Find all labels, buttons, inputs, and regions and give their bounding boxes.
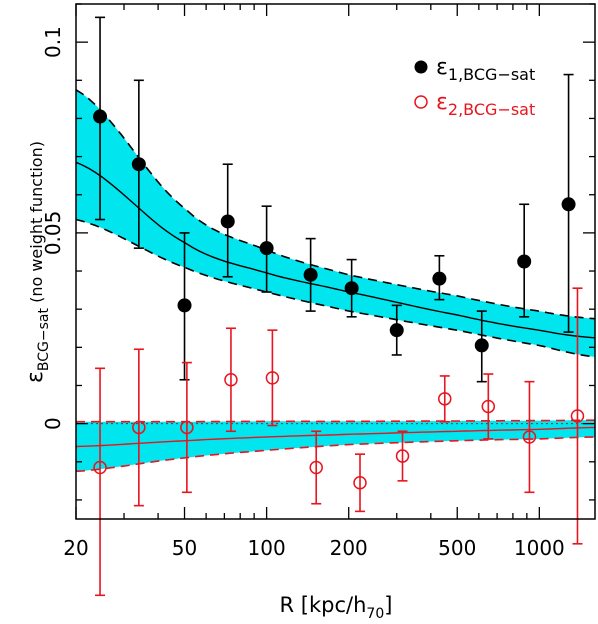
point-series-1-0 bbox=[93, 109, 108, 124]
x-axis-ticks: 20 50 100 200 500 1000 bbox=[63, 4, 565, 560]
fit-2-band bbox=[76, 420, 595, 472]
point-series-1-6 bbox=[344, 281, 359, 296]
legend-label-series-2-main: ε bbox=[436, 90, 448, 115]
y-axis-title-end: (no weight function) bbox=[27, 141, 46, 308]
point-series-1-7 bbox=[389, 323, 404, 338]
legend-marker-series-2 bbox=[414, 95, 428, 109]
error-bar-series-2-5 bbox=[311, 430, 322, 505]
error-bar-series-2-10 bbox=[524, 380, 535, 494]
y-axis-title-sub: BCG−sat bbox=[36, 307, 52, 371]
point-series-1-10 bbox=[517, 254, 532, 269]
x-tick-label: 50 bbox=[172, 536, 197, 560]
x-axis-title: R [kpc/h70] bbox=[280, 593, 393, 622]
point-series-2-10 bbox=[522, 430, 537, 444]
y-axis-title-main: ε bbox=[23, 371, 48, 383]
point-series-1-1 bbox=[131, 157, 146, 172]
error-bar-series-2-6 bbox=[355, 453, 366, 513]
error-bar-series-2-9 bbox=[483, 373, 494, 440]
point-series-2-2 bbox=[180, 420, 194, 435]
error-bar-series-2-0 bbox=[95, 367, 106, 597]
point-series-2-6 bbox=[353, 476, 367, 490]
legend-label-series-1: ε1,BCG−sat bbox=[436, 55, 535, 84]
point-series-2-7 bbox=[395, 449, 410, 463]
fit-1-curve bbox=[75, 161, 596, 339]
y-axis-title: εBCG−sat (no weight function) bbox=[23, 141, 52, 383]
fit-2-lower-bound bbox=[75, 436, 596, 473]
error-bar-series-2-7 bbox=[397, 430, 408, 482]
legend-label-series-1-main: ε bbox=[436, 55, 448, 80]
error-bar-series-2-2 bbox=[181, 361, 192, 494]
point-series-1-9 bbox=[474, 338, 489, 353]
point-series-1-2 bbox=[177, 298, 192, 313]
point-series-1-8 bbox=[432, 271, 447, 286]
error-bar-series-2-8 bbox=[439, 375, 450, 423]
point-series-2-1 bbox=[132, 420, 146, 435]
y-tick-label: 0.1 bbox=[41, 26, 65, 58]
x-tick-label: 20 bbox=[63, 536, 88, 560]
fit-1-lower-bound bbox=[75, 218, 596, 358]
x-tick-label: 100 bbox=[248, 536, 286, 560]
error-bar-series-2-11 bbox=[572, 287, 583, 545]
point-series-2-5 bbox=[309, 460, 323, 475]
point-series-1-5 bbox=[303, 267, 318, 282]
legend: ε1,BCG−sat ε2,BCG−sat bbox=[414, 55, 535, 119]
point-series-1-4 bbox=[259, 241, 274, 256]
point-series-1-11 bbox=[561, 197, 576, 212]
point-series-2-11 bbox=[570, 409, 585, 423]
y-axis-ticks: 0 0.05 0.1 bbox=[41, 3, 595, 501]
point-series-2-4 bbox=[265, 371, 280, 385]
x-tick-label: 1000 bbox=[514, 536, 565, 560]
legend-label-series-2-sub: 2,BCG−sat bbox=[448, 100, 535, 119]
point-series-2-3 bbox=[224, 373, 238, 387]
error-bar-series-2-4 bbox=[267, 329, 278, 427]
y-tick-label: 0 bbox=[41, 417, 65, 430]
y-tick-label: 0.05 bbox=[41, 211, 65, 256]
confidence-bands bbox=[76, 89, 595, 472]
point-series-2-8 bbox=[438, 392, 452, 406]
point-series-1-3 bbox=[220, 214, 235, 229]
error-bar-series-2-1 bbox=[133, 348, 144, 507]
point-series-2-9 bbox=[481, 399, 496, 414]
fit-2-upper-bound bbox=[76, 419, 595, 423]
plot-frame bbox=[75, 3, 596, 520]
fit-2-curve bbox=[75, 426, 596, 448]
legend-marker-series-1 bbox=[414, 60, 428, 74]
data-points bbox=[93, 109, 585, 490]
x-axis-title-main: R [kpc/h bbox=[280, 593, 367, 617]
x-tick-label: 200 bbox=[330, 536, 368, 560]
point-series-2-0 bbox=[93, 460, 107, 475]
fit-curves bbox=[75, 89, 596, 473]
x-axis-title-end: ] bbox=[384, 593, 392, 617]
legend-label-series-2: ε2,BCG−sat bbox=[436, 90, 535, 119]
fit-1-upper-bound bbox=[75, 89, 596, 320]
legend-label-series-1-sub: 1,BCG−sat bbox=[448, 65, 535, 84]
x-axis-title-sub: 70 bbox=[366, 606, 384, 622]
error-bar-series-2-3 bbox=[225, 327, 236, 433]
fit-1-band bbox=[76, 89, 595, 357]
x-tick-label: 500 bbox=[438, 536, 476, 560]
